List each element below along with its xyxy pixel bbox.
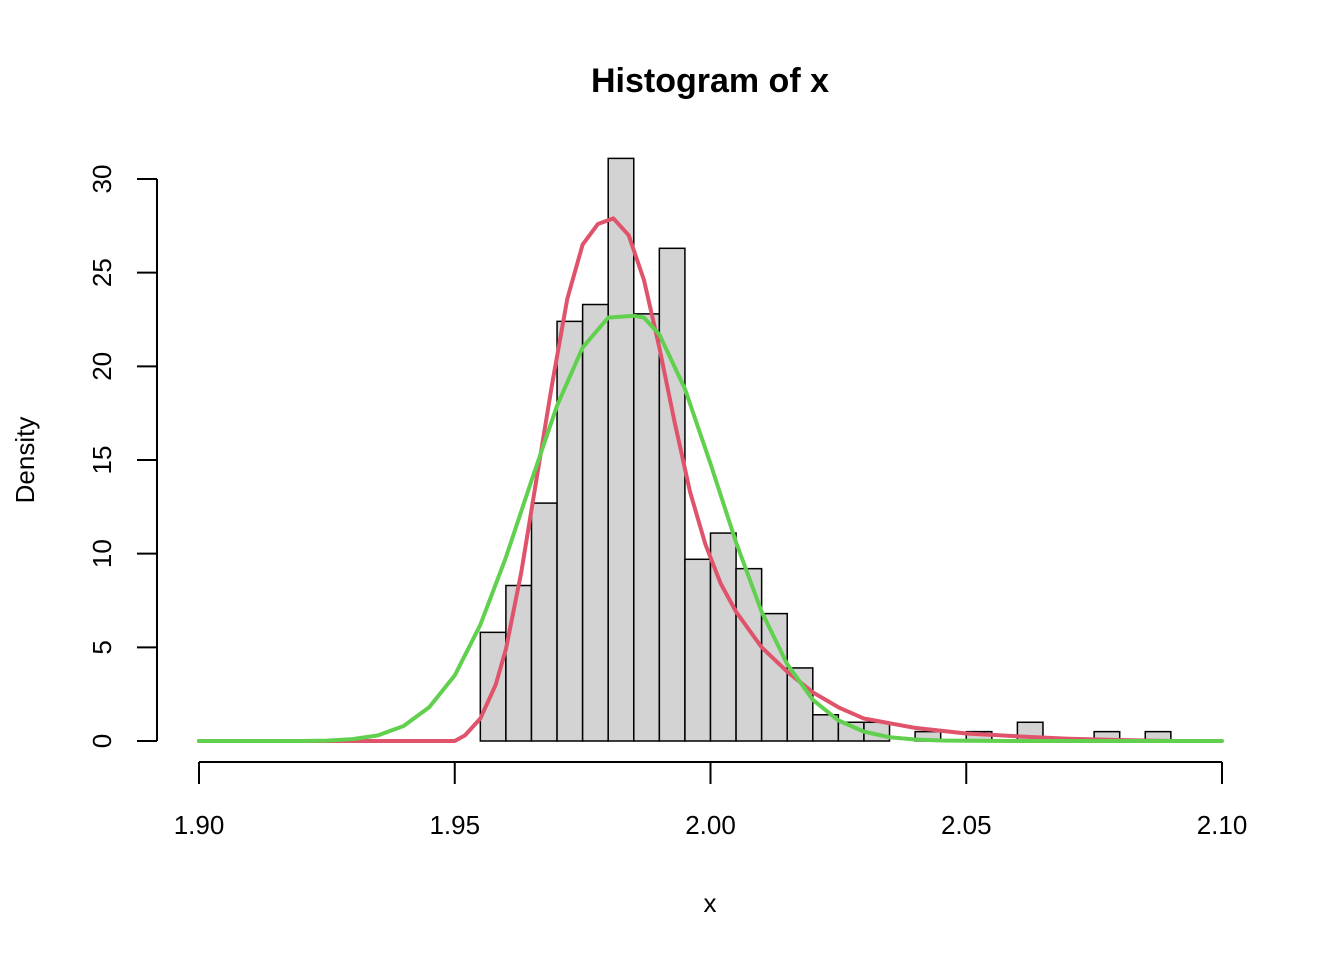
y-tick-label-2: 10 [87, 539, 117, 568]
x-tick-label-4: 2.10 [1197, 810, 1248, 840]
x-tick-label-0: 1.90 [174, 810, 225, 840]
histogram-bar-7 [658, 247, 686, 742]
x-tick-label-1: 1.95 [429, 810, 480, 840]
y-tick-label-4: 20 [87, 352, 117, 381]
histogram-bar-8 [684, 558, 712, 742]
density-curves [197, 216, 1224, 743]
y-tick-label-5: 25 [87, 258, 117, 287]
y-tick-label-1: 5 [87, 640, 117, 654]
histogram-bar-5 [607, 157, 635, 742]
histogram-bars [479, 157, 1172, 742]
y-tick-label-6: 30 [87, 165, 117, 194]
x-axis: 1.90 1.95 2.00 2.05 2.10 [174, 761, 1248, 840]
histogram-bar-6 [633, 313, 661, 742]
y-tick-label-3: 15 [87, 446, 117, 475]
histogram-bar-2 [530, 502, 558, 742]
chart-title: Histogram of x [591, 62, 829, 100]
histogram-bar-1 [505, 584, 533, 742]
density-curve-1 [197, 216, 1173, 743]
y-tick-label-0: 0 [87, 734, 117, 748]
y-axis-label: Density [10, 417, 40, 504]
x-tick-label-3: 2.05 [941, 810, 992, 840]
y-axis: 0 5 10 15 20 25 30 [87, 165, 158, 748]
histogram-bar-10 [735, 567, 763, 742]
x-tick-label-2: 2.00 [685, 810, 736, 840]
histogram-bar-11 [760, 612, 788, 742]
histogram-bar-12 [786, 667, 814, 742]
density-curve-2 [197, 313, 1224, 743]
histogram-bar-4 [581, 303, 609, 742]
x-axis-label: x [704, 888, 717, 918]
histogram-bar-3 [556, 320, 584, 742]
